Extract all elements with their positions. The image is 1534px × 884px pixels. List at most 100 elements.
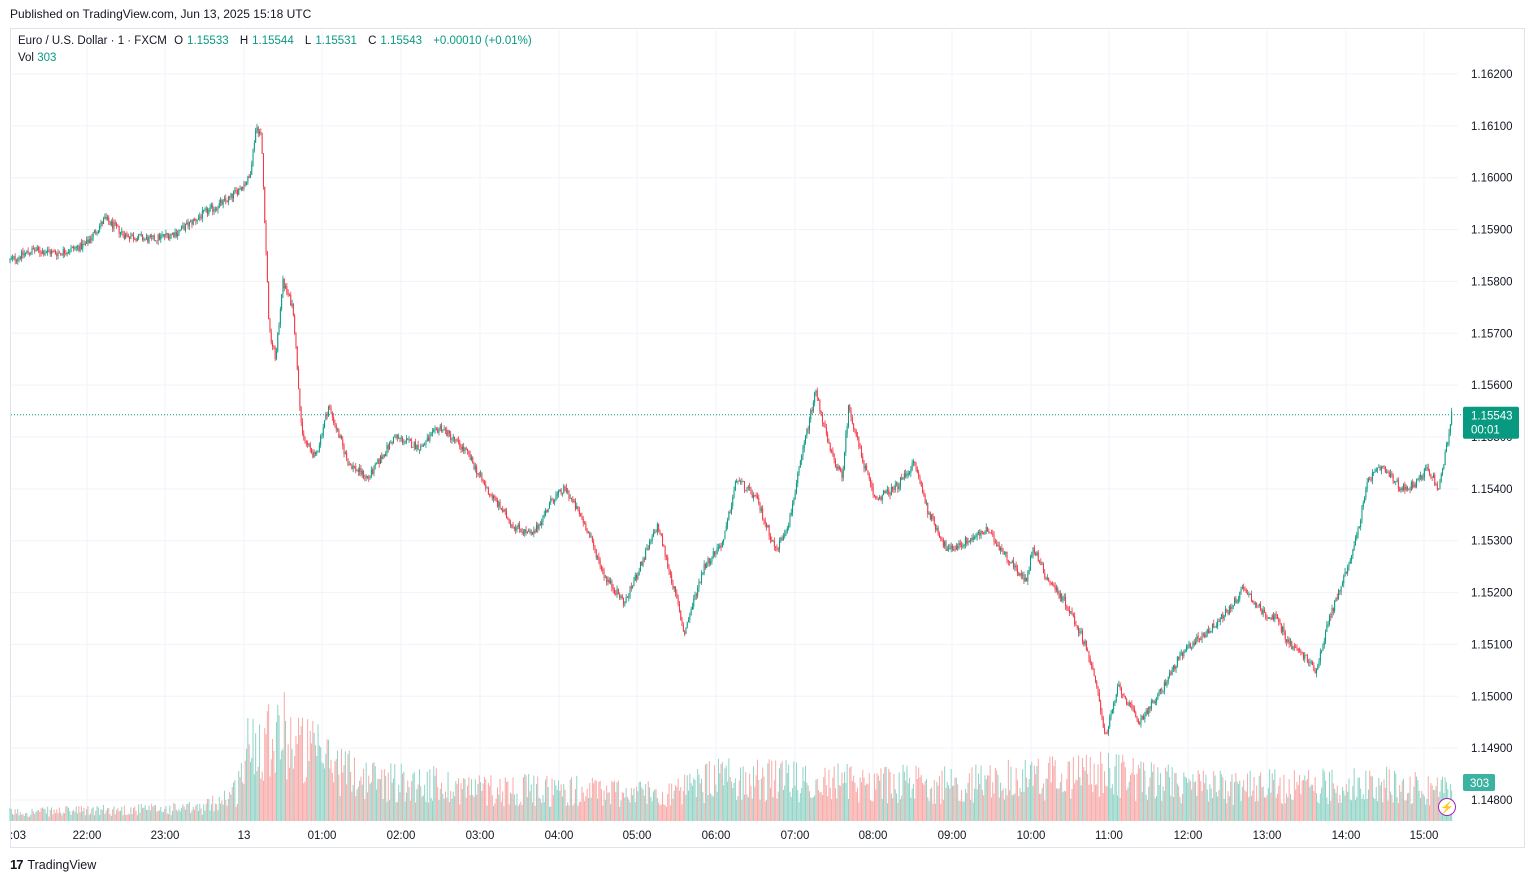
candle-body	[1042, 563, 1044, 573]
volume-bar	[966, 792, 968, 821]
candle-body	[298, 369, 300, 389]
volume-bar	[383, 769, 385, 821]
candle-body	[1065, 597, 1067, 606]
volume-bar	[1345, 784, 1347, 821]
volume-bar	[734, 778, 736, 821]
candle-body	[983, 532, 985, 534]
volume-bar	[723, 785, 725, 821]
candle-body	[1078, 628, 1080, 634]
volume-bar	[283, 692, 285, 821]
volume-bar	[1066, 779, 1068, 821]
volume-bar	[990, 797, 992, 821]
volume-bar	[221, 800, 223, 821]
volume-bar	[530, 784, 532, 821]
candle-body	[920, 481, 922, 487]
volume-bar	[403, 771, 405, 821]
volume-bar	[582, 792, 584, 821]
volume-bar	[378, 779, 380, 821]
chart-frame[interactable]	[10, 28, 1525, 848]
volume-bar	[1157, 767, 1159, 821]
volume-bar	[690, 783, 692, 821]
volume-bar	[786, 772, 788, 821]
volume-bar	[382, 799, 384, 821]
candle-body	[1247, 593, 1249, 595]
candle-body	[1243, 586, 1245, 589]
candle-body	[1254, 603, 1256, 605]
open-value: 1.15533	[187, 35, 229, 47]
candle-body	[647, 547, 649, 549]
volume-bar	[392, 778, 394, 821]
volume-bar	[552, 795, 554, 821]
volume-bar	[1010, 766, 1012, 821]
candle-body	[831, 450, 833, 452]
candle-body	[659, 530, 661, 534]
time-tick-label: 12:00	[1174, 830, 1203, 842]
volume-bar	[277, 704, 279, 821]
candle-body	[805, 436, 807, 443]
volume-bar	[842, 783, 844, 821]
lightning-icon[interactable]: ⚡	[1438, 798, 1456, 816]
volume-bar	[1087, 774, 1089, 821]
candle-body	[129, 237, 131, 240]
volume-bar	[1236, 781, 1238, 821]
volume-bar	[321, 762, 323, 821]
volume-bar	[650, 797, 652, 821]
volume-bar	[327, 739, 329, 821]
volume-bar	[1128, 781, 1130, 821]
volume-bar	[1074, 783, 1076, 821]
candle-body	[1046, 577, 1048, 580]
candle-body	[1217, 621, 1219, 627]
candle-body	[646, 547, 648, 551]
candle-body	[603, 570, 605, 578]
candle-body	[430, 433, 432, 436]
candle-body	[811, 410, 813, 412]
volume-bar	[1180, 803, 1182, 821]
candle-body	[1093, 669, 1095, 676]
candle-body	[794, 492, 796, 500]
candle-body	[915, 462, 917, 469]
volume-bar	[801, 788, 803, 821]
candle-body	[864, 465, 866, 469]
volume-bar	[1161, 801, 1163, 821]
volume-bar	[75, 806, 77, 821]
time-tick-label: 23:00	[151, 830, 180, 842]
candle-body	[18, 257, 20, 259]
candle-body	[415, 442, 417, 450]
volume-bar	[313, 732, 315, 821]
volume-bar	[658, 802, 660, 821]
candle-body	[802, 448, 804, 457]
candle-body	[552, 500, 554, 503]
volume-bar	[901, 795, 903, 821]
volume-bar	[52, 814, 54, 821]
candle-body	[1383, 465, 1385, 467]
time-axis[interactable]: :03 22:00 23:00 13 01:00 02:00 03:00 04:00 05:00…	[10, 830, 1438, 842]
candle-body	[502, 509, 504, 512]
candle-body	[1026, 577, 1028, 582]
volume-bar	[71, 811, 73, 821]
candle-body	[547, 508, 549, 513]
candle-body	[160, 235, 162, 240]
volume-bar	[212, 795, 214, 821]
volume-bar	[1384, 787, 1386, 821]
volume-bar	[158, 810, 160, 821]
candle-body	[95, 230, 97, 234]
candle-body	[616, 588, 618, 595]
volume-bar	[494, 803, 496, 821]
volume-bar	[41, 807, 43, 821]
volume-bar	[182, 804, 184, 821]
candle-body	[82, 243, 84, 249]
volume-bar	[1431, 785, 1433, 821]
candle-body	[728, 512, 730, 520]
candle-body	[1244, 588, 1246, 590]
volume-bar	[261, 771, 263, 821]
volume-bar	[247, 718, 249, 821]
candle-body	[287, 292, 289, 295]
candle-body	[1393, 482, 1395, 483]
volume-bar	[434, 775, 436, 821]
volume-bar	[1143, 762, 1145, 821]
volume-bar	[122, 815, 124, 821]
volume-bar	[1279, 777, 1281, 821]
volume-bar	[1332, 783, 1334, 821]
candle-body	[1209, 631, 1211, 634]
